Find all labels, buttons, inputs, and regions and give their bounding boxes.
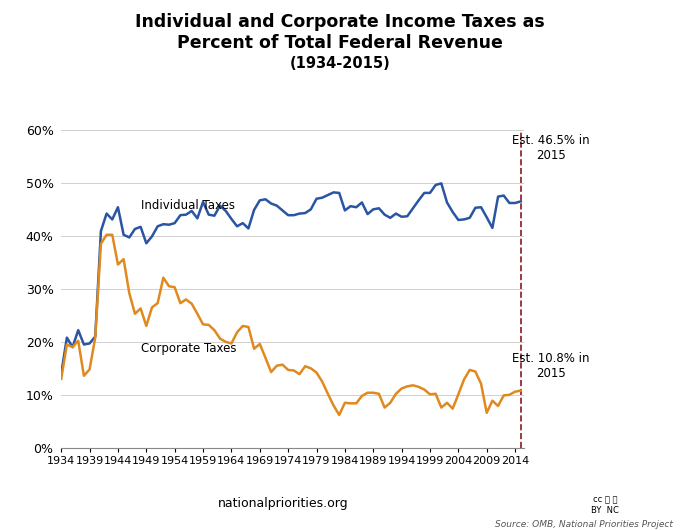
Text: PRIORITIES: PRIORITIES (28, 497, 124, 512)
Text: Percent of Total Federal Revenue: Percent of Total Federal Revenue (177, 34, 503, 52)
Text: Source: OMB, National Priorities Project: Source: OMB, National Priorities Project (495, 520, 673, 529)
Text: PROJECT: PROJECT (57, 516, 95, 525)
Text: cc ⓘ ⓢ
BY  NC: cc ⓘ ⓢ BY NC (592, 495, 619, 515)
Text: nationalpriorities.org: nationalpriorities.org (218, 497, 348, 510)
Text: Corporate Taxes: Corporate Taxes (141, 342, 236, 355)
Text: Individual and Corporate Income Taxes as: Individual and Corporate Income Taxes as (135, 13, 545, 31)
Text: Individual Taxes: Individual Taxes (141, 199, 235, 212)
Text: Est. 46.5% in
2015: Est. 46.5% in 2015 (512, 135, 590, 162)
Text: (1934-2015): (1934-2015) (290, 56, 390, 70)
Text: NATIONAL: NATIONAL (54, 484, 98, 493)
Text: Est. 10.8% in
2015: Est. 10.8% in 2015 (512, 352, 590, 379)
